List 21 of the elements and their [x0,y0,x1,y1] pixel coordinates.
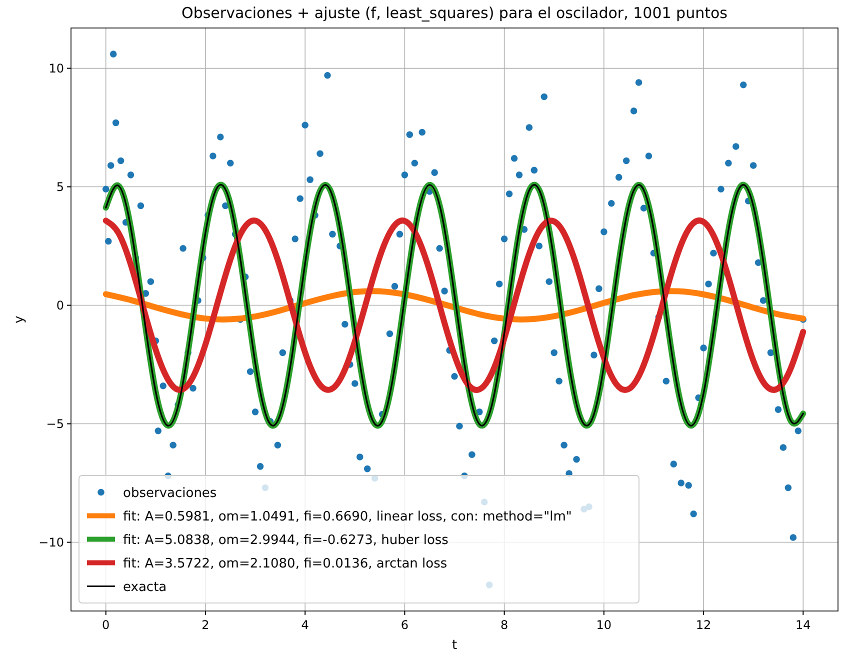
chart-title: Observaciones + ajuste (f, least_squares) para el oscilador, 1001 puntos [182,4,728,22]
x-tick-label: 6 [400,618,409,632]
y-tick-label: 5 [56,180,64,194]
x-tick-label: 10 [596,618,612,632]
legend-label: exacta [123,580,167,595]
legend-label: fit: A=0.5981, om=1.0491, fi=0.6690, linear loss, con: method="lm" [123,509,572,524]
x-tick-label: 2 [202,618,210,632]
y-tick-label: 10 [48,61,64,76]
y-axis-title: y [12,315,27,324]
y-tick-label: 0 [56,298,64,312]
legend-label: fit: A=5.0838, om=2.9944, fi=-0.6273, huber loss [123,532,449,548]
y-tick-label: −5 [46,416,64,431]
x-tick-label: 0 [102,618,110,632]
x-axis-title: t [452,638,458,653]
x-tick-label: 8 [500,618,508,632]
legend-label: fit: A=3.5722, om=2.1080, fi=0.0136, arctan loss [123,556,448,572]
x-tick-label: 12 [696,618,712,632]
x-tick-label: 4 [301,618,309,632]
legend-label: observaciones [123,486,217,501]
y-tick-label: −10 [38,535,64,550]
x-tick-label: 14 [795,618,811,632]
